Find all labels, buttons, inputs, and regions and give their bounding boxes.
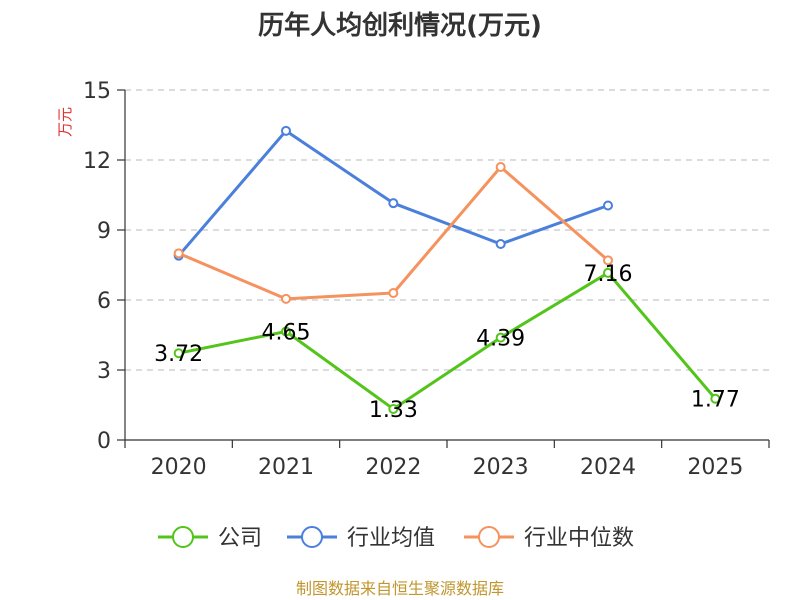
series-0-point-2021[interactable] (281, 326, 291, 337)
source-note: 制图数据来自恒生聚源数据库 (296, 579, 504, 598)
series-1-point-2024[interactable] (603, 200, 613, 211)
series-line-1 (177, 129, 609, 257)
legend-item-2[interactable]: 行业中位数 (464, 526, 634, 551)
series-1-point-2021[interactable] (281, 125, 291, 136)
legend-marker-2 (478, 526, 500, 548)
x-tick-label-2022: 2022 (365, 455, 421, 480)
y-axis-label: 万元 (56, 107, 74, 137)
x-tick-label-2024: 2024 (580, 455, 636, 480)
legend[interactable]: 公司 行业均值 行业中位数 (158, 526, 634, 551)
data-label-2021: 4.65 (262, 321, 311, 346)
y-tick-label-12: 12 (83, 149, 111, 174)
series-1-point-2022[interactable] (388, 198, 399, 209)
series-2-point-2020[interactable] (173, 248, 184, 259)
series-0-point-2025[interactable] (710, 393, 721, 404)
data-label-2024: 7.16 (584, 262, 633, 287)
series-0-point-2022[interactable] (388, 403, 399, 414)
legend-label-0: 公司 (218, 526, 262, 551)
data-label-2022: 1.33 (369, 398, 418, 423)
series-2-point-2021[interactable] (281, 293, 291, 304)
legend-marker-0 (172, 526, 194, 548)
legend-label-1: 行业均值 (347, 526, 435, 551)
x-tick-label-2025: 2025 (687, 455, 743, 480)
series-2-point-2022[interactable] (388, 288, 399, 298)
series-1-point-2023[interactable] (495, 239, 506, 249)
data-label-2020: 3.72 (154, 342, 203, 367)
data-label-2023: 4.39 (476, 327, 525, 352)
series-0-point-2023[interactable] (495, 332, 506, 343)
series-line-0 (178, 271, 717, 411)
series-group (173, 125, 721, 414)
series-0-point-2020[interactable] (173, 348, 184, 359)
axes: 0 3 6 9 12 15 2020 2021 2022 2023 2024 2025 (83, 79, 770, 480)
legend-marker-1 (301, 526, 323, 548)
series-line-2 (178, 165, 609, 301)
y-tick-label-15: 15 (83, 79, 111, 104)
data-labels: 3.72 4.65 1.33 4.39 7.16 1.77 (154, 262, 740, 423)
legend-label-2: 行业中位数 (524, 526, 634, 551)
y-tick-label-3: 3 (97, 359, 111, 384)
chart-title: 历年人均创利情况(万元) (258, 10, 542, 41)
series-2-point-2024[interactable] (603, 255, 613, 266)
y-tick-label-9: 9 (97, 219, 111, 244)
data-label-2025: 1.77 (691, 388, 740, 413)
series-2-point-2023[interactable] (495, 162, 506, 172)
y-tick-label-6: 6 (97, 289, 111, 314)
x-tick-label-2020: 2020 (151, 455, 207, 480)
legend-item-0[interactable]: 公司 (158, 526, 262, 551)
legend-item-1[interactable]: 行业均值 (287, 526, 435, 551)
y-tick-label-0: 0 (97, 429, 111, 454)
series-0-point-2024[interactable] (603, 267, 613, 278)
x-tick-label-2021: 2021 (258, 455, 314, 480)
x-tick-label-2023: 2023 (473, 455, 529, 480)
